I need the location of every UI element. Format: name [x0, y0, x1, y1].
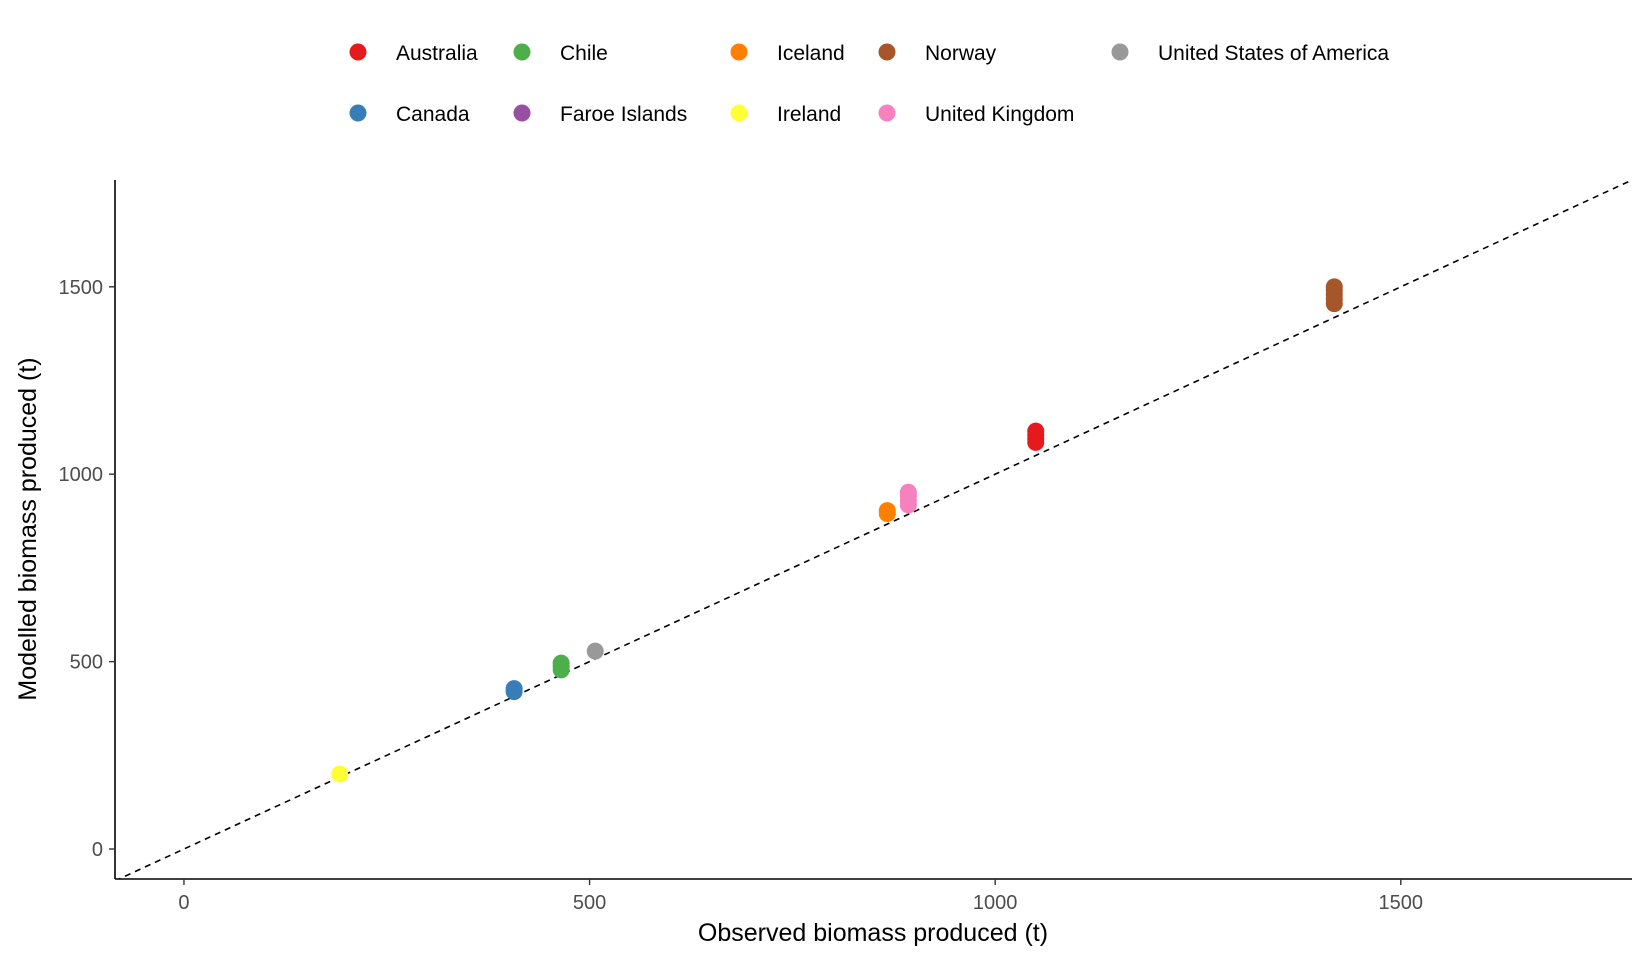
legend-label-united-kingdom: United Kingdom [925, 103, 1074, 126]
data-point-united-kingdom [899, 483, 917, 501]
x-axis-ticks: 0 500 1000 1500 [178, 879, 1423, 914]
x-tick-label: 0 [178, 892, 189, 914]
x-tick-label: 1500 [1379, 892, 1424, 914]
y-tick-label: 500 [70, 652, 103, 674]
y-axis-ticks: 0 500 1000 1500 [59, 277, 115, 861]
legend-label-united-states-of-america: United States of America [1158, 42, 1389, 65]
plot-panel: 0 500 1000 1500 0 500 1000 1500 [59, 180, 1632, 914]
legend-key-united-kingdom [878, 104, 896, 122]
data-point-australia [1027, 422, 1045, 440]
legend-key-norway [878, 43, 896, 61]
y-tick-label: 1500 [59, 277, 104, 299]
legend-label-canada: Canada [396, 103, 470, 126]
data-point-iceland [878, 502, 896, 520]
x-tick-label: 1000 [973, 892, 1018, 914]
legend-label-ireland: Ireland [777, 103, 841, 126]
x-tick-label: 500 [573, 892, 606, 914]
y-tick-label: 0 [92, 839, 103, 861]
data-point-norway [1325, 278, 1343, 296]
legend-key-australia [349, 43, 367, 61]
data-point-canada [505, 680, 523, 698]
identity-reference-line [117, 180, 1632, 879]
legend-label-faroe-islands: Faroe Islands [560, 103, 687, 126]
legend-label-chile: Chile [560, 42, 608, 65]
legend-label-australia: Australia [396, 42, 478, 65]
legend-key-chile [513, 43, 531, 61]
data-point-ireland [331, 765, 349, 783]
legend-key-united-states-of-america [1111, 43, 1129, 61]
y-tick-label: 1000 [59, 464, 104, 486]
legend-key-iceland [730, 43, 748, 61]
x-axis-title: Observed biomass produced (t) [698, 919, 1048, 947]
legend-key-faroe-islands [513, 104, 531, 122]
legend-key-canada [349, 104, 367, 122]
y-axis-title: Modelled biomass produced (t) [14, 357, 42, 700]
legend-label-norway: Norway [925, 42, 997, 65]
legend-key-ireland [730, 104, 748, 122]
legend-label-iceland: Iceland [777, 42, 845, 65]
legend: Australia Canada Chile Faroe Islands Iceland… [349, 42, 1389, 126]
data-point-united-states-of-america [586, 642, 604, 660]
data-point-chile [552, 654, 570, 672]
